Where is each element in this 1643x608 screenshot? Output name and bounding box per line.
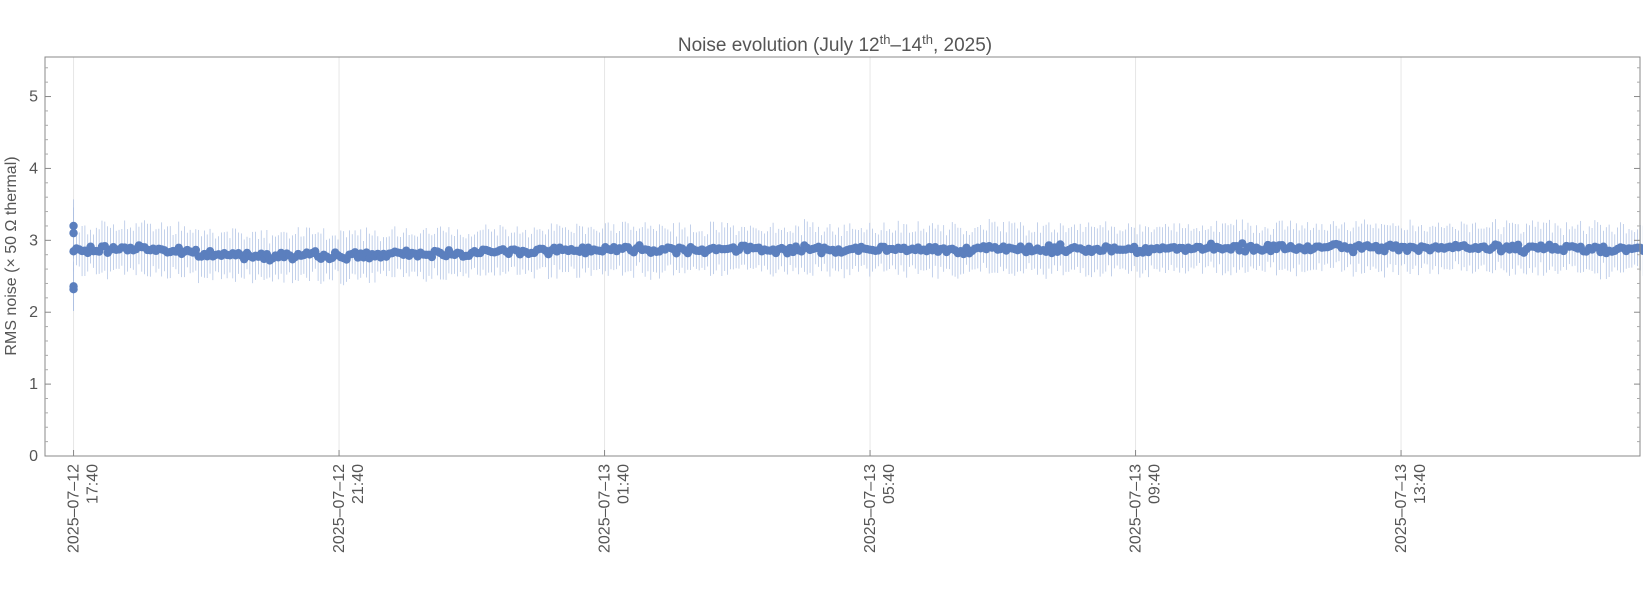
y-tick-label: 3 <box>29 232 38 249</box>
data-point <box>1513 240 1523 250</box>
data-point <box>69 228 78 238</box>
y-axis-ticks: 0 1 2 3 4 5 <box>29 67 1640 465</box>
x-tick-label: 2025–07–12 17:40 <box>66 464 102 553</box>
data-point <box>69 282 78 291</box>
y-tick-label: 0 <box>29 448 38 465</box>
x-tick-label: 2025–07–13 05:40 <box>862 464 898 553</box>
y-tick-label: 2 <box>29 304 38 321</box>
x-tick-label: 2025–07–12 21:40 <box>331 464 367 553</box>
data-points <box>69 221 1643 294</box>
x-tick-label: 2025–07–13 01:40 <box>597 464 633 553</box>
y-axis-label: RMS noise (× 50 Ω thermal) <box>3 156 20 355</box>
plot-frame <box>44 56 1641 457</box>
x-axis-ticks: 2025–07–12 17:40 2025–07–12 21:40 2025–07–13… <box>66 450 1429 553</box>
data-point <box>69 221 78 231</box>
y-tick-label: 5 <box>29 89 38 106</box>
chart-title: Noise evolution (July 12th–14th, 2025) <box>678 32 992 57</box>
y-tick-label: 1 <box>29 376 38 393</box>
y-tick-label: 4 <box>29 160 38 177</box>
x-tick-label: 2025–07–13 13:40 <box>1393 464 1429 553</box>
error-bars <box>73 199 1643 312</box>
data-point <box>191 245 201 255</box>
x-tick-label: 2025–07–13 09:40 <box>1128 464 1164 553</box>
